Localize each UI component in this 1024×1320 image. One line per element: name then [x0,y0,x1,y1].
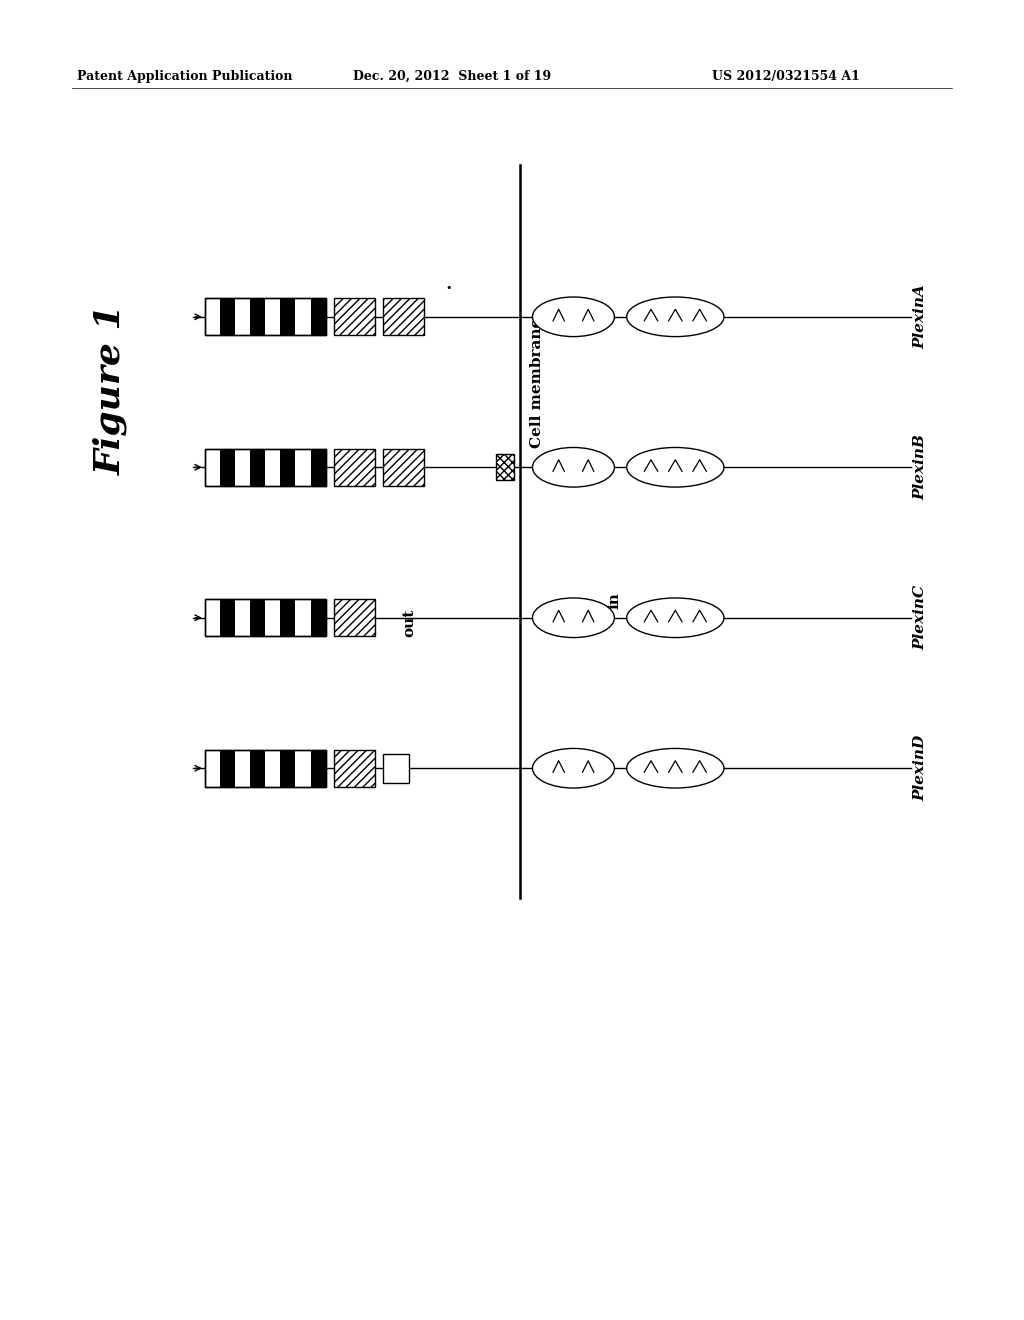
Text: PlexinC: PlexinC [913,585,928,651]
Bar [250,449,265,486]
Bar [310,599,326,636]
Text: in: in [607,593,622,609]
Bar [205,750,326,787]
Bar [205,298,326,335]
Bar [220,449,234,486]
Text: PlexinA: PlexinA [913,284,928,350]
Bar [383,754,409,783]
Bar [383,298,424,335]
Bar [205,449,326,486]
Text: Patent Application Publication: Patent Application Publication [77,70,292,83]
Bar [205,599,326,636]
Bar [310,449,326,486]
Bar [334,298,375,335]
Ellipse shape [532,598,614,638]
Ellipse shape [532,748,614,788]
Bar [383,449,424,486]
Ellipse shape [627,598,724,638]
Ellipse shape [627,297,724,337]
Bar [281,298,295,335]
Text: •: • [445,282,452,293]
Bar [310,750,326,787]
Ellipse shape [532,297,614,337]
Bar [205,599,326,636]
Bar [281,599,295,636]
Ellipse shape [627,748,724,788]
Bar [250,750,265,787]
Bar [310,298,326,335]
Text: PlexinD: PlexinD [913,735,928,801]
Bar [250,298,265,335]
Bar [334,599,375,636]
Bar [205,449,326,486]
Bar [281,449,295,486]
Bar [220,750,234,787]
Bar [281,750,295,787]
Bar [250,599,265,636]
Text: Figure 1: Figure 1 [93,304,128,475]
Text: out: out [402,609,417,638]
Bar [205,750,326,787]
Bar [496,454,514,480]
Bar [334,750,375,787]
Bar [334,449,375,486]
Ellipse shape [532,447,614,487]
Text: PlexinB: PlexinB [913,434,928,500]
Text: Cell membrane: Cell membrane [530,318,545,447]
Bar [220,298,234,335]
Text: Dec. 20, 2012  Sheet 1 of 19: Dec. 20, 2012 Sheet 1 of 19 [353,70,551,83]
Bar [220,599,234,636]
Text: US 2012/0321554 A1: US 2012/0321554 A1 [712,70,859,83]
Ellipse shape [627,447,724,487]
Bar [205,298,326,335]
